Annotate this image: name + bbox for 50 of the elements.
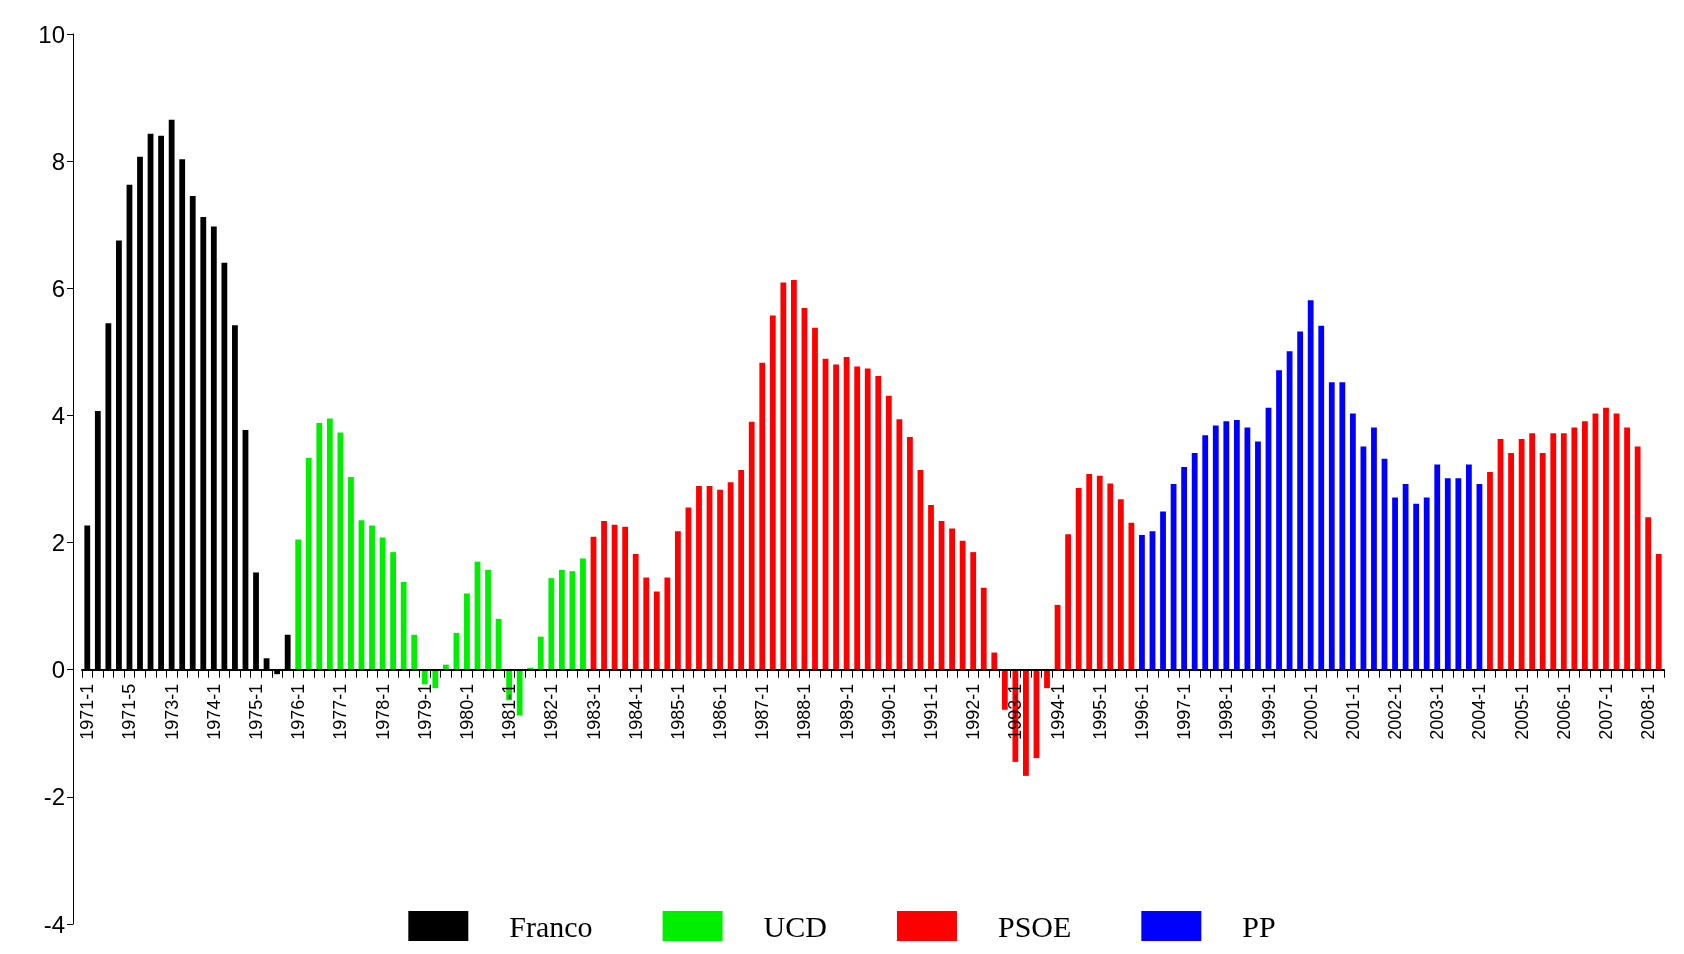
x-tick-label: 2005-1 bbox=[1511, 683, 1532, 740]
x-tick-label: 1976-1 bbox=[288, 683, 309, 740]
x-tick-label: 1991-1 bbox=[921, 683, 942, 740]
y-tick-label: 6 bbox=[51, 274, 65, 302]
legend-label: PP bbox=[1242, 909, 1276, 943]
x-tick-label: 1992-1 bbox=[963, 683, 984, 740]
x-tick-label: 1977-1 bbox=[330, 683, 351, 740]
y-tick-label: 4 bbox=[51, 401, 65, 429]
x-tick-label: 1982-1 bbox=[541, 683, 562, 740]
x-tick-label: 1993-1 bbox=[1005, 683, 1026, 740]
x-tick-label: 1984-1 bbox=[625, 683, 646, 740]
x-tick-label: 1980-1 bbox=[456, 683, 477, 740]
x-tick-label: 2008-1 bbox=[1638, 683, 1659, 740]
x-tick-label: 1995-1 bbox=[1089, 683, 1110, 740]
x-tick-label: 1975-1 bbox=[246, 683, 267, 740]
x-tick-label: 1974-1 bbox=[203, 683, 224, 740]
x-tick-label: 2003-1 bbox=[1427, 683, 1448, 740]
x-tick-label: 1997-1 bbox=[1174, 683, 1195, 740]
x-tick-label: 2001-1 bbox=[1342, 683, 1363, 740]
x-tick-label: 2004-1 bbox=[1469, 683, 1490, 740]
x-tick-label: 1988-1 bbox=[794, 683, 815, 740]
x-tick-label: 1971-1 bbox=[77, 683, 98, 740]
x-tick-label: 1973-1 bbox=[161, 683, 182, 740]
x-tick-label: 1971-5 bbox=[119, 683, 140, 740]
x-tick-label: 2007-1 bbox=[1595, 683, 1616, 740]
legend-label: Franco bbox=[509, 909, 593, 943]
y-tick-label: 2 bbox=[51, 529, 65, 557]
x-tick-label: 1999-1 bbox=[1258, 683, 1279, 740]
x-tick-label: 1994-1 bbox=[1047, 683, 1068, 740]
y-tick-label: -4 bbox=[43, 910, 65, 938]
y-tick-label: 8 bbox=[51, 147, 65, 175]
x-tick-label: 2006-1 bbox=[1553, 683, 1574, 740]
x-tick-label: 1981-1 bbox=[499, 683, 520, 740]
x-tick-label: 1989-1 bbox=[836, 683, 857, 740]
y-tick-label: 0 bbox=[51, 656, 65, 684]
legend-label: UCD bbox=[763, 909, 827, 943]
x-tick-label: 1998-1 bbox=[1216, 683, 1237, 740]
y-tick-label: -2 bbox=[43, 783, 65, 811]
x-tick-label: 1986-1 bbox=[710, 683, 731, 740]
x-tick-label: 1979-1 bbox=[414, 683, 435, 740]
x-tick-label: 1978-1 bbox=[372, 683, 393, 740]
legend-label: PSOE bbox=[997, 909, 1072, 943]
y-tick-label: 10 bbox=[38, 20, 65, 48]
x-tick-label: 2002-1 bbox=[1385, 683, 1406, 740]
x-tick-label: 1983-1 bbox=[583, 683, 604, 740]
x-tick-label: 1996-1 bbox=[1131, 683, 1152, 740]
x-tick-label: 2000-1 bbox=[1300, 683, 1321, 740]
x-tick-label: 1987-1 bbox=[752, 683, 773, 740]
x-tick-label: 1990-1 bbox=[878, 683, 899, 740]
x-tick-label: 1985-1 bbox=[667, 683, 688, 740]
